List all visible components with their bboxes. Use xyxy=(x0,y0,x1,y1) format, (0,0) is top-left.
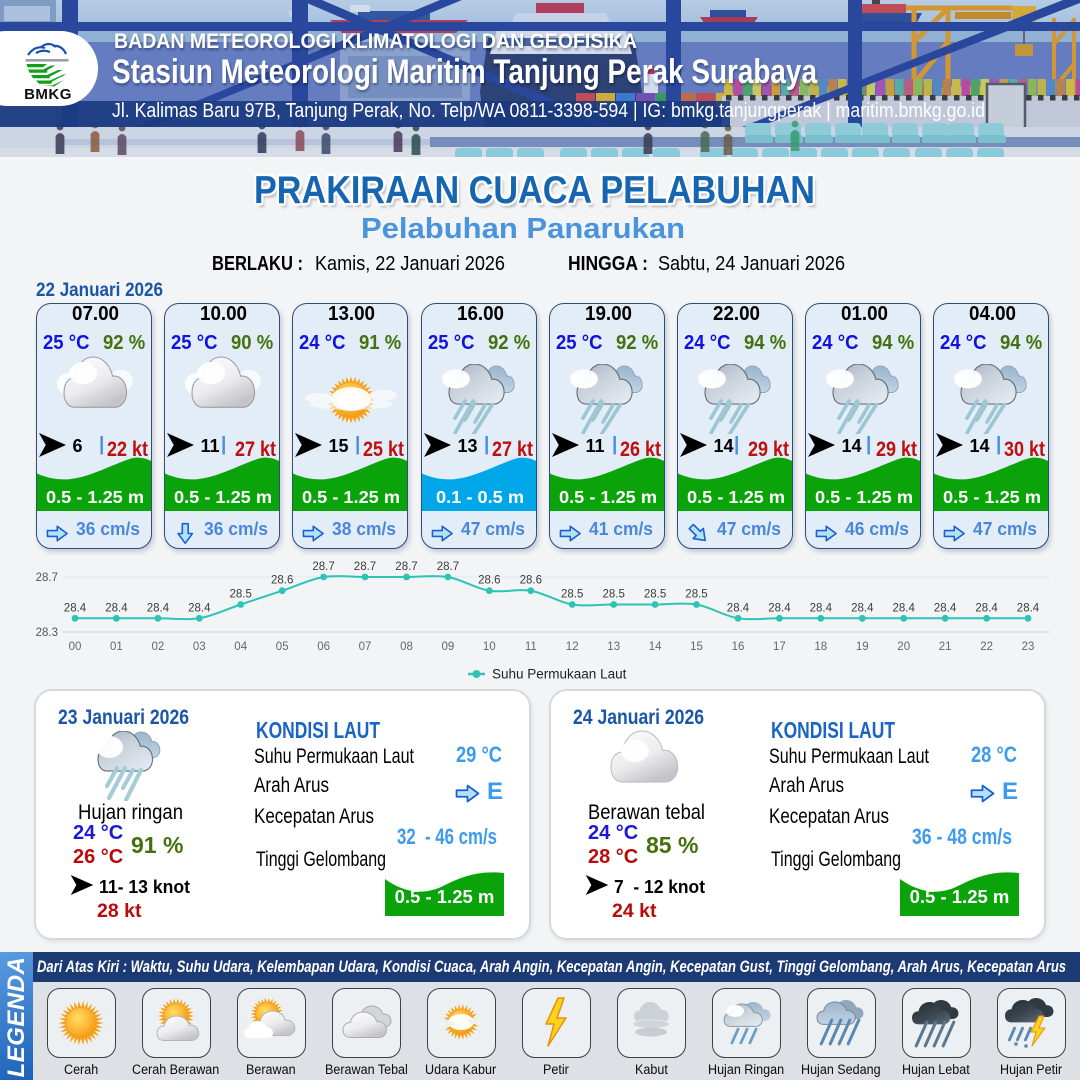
svg-text:28.5: 28.5 xyxy=(685,589,707,601)
svg-text:13: 13 xyxy=(607,641,620,653)
svg-text:28.3: 28.3 xyxy=(36,627,58,639)
svg-text:07: 07 xyxy=(359,641,372,653)
svg-text:02: 02 xyxy=(152,641,165,653)
svg-text:28.4: 28.4 xyxy=(975,602,998,614)
svg-text:17: 17 xyxy=(773,641,786,653)
svg-text:21: 21 xyxy=(939,641,952,653)
svg-text:22: 22 xyxy=(980,641,993,653)
svg-text:18: 18 xyxy=(814,641,827,653)
svg-text:28.5: 28.5 xyxy=(561,589,583,601)
svg-text:28.4: 28.4 xyxy=(893,602,916,614)
svg-text:28.4: 28.4 xyxy=(768,602,791,614)
svg-text:10: 10 xyxy=(483,641,496,653)
svg-text:00: 00 xyxy=(69,641,82,653)
svg-text:03: 03 xyxy=(193,641,206,653)
svg-text:23: 23 xyxy=(1022,641,1035,653)
svg-text:28.4: 28.4 xyxy=(851,602,874,614)
svg-text:04: 04 xyxy=(234,641,247,653)
svg-text:20: 20 xyxy=(897,641,910,653)
svg-text:28.7: 28.7 xyxy=(437,561,459,573)
svg-text:28.4: 28.4 xyxy=(147,602,170,614)
svg-text:28.7: 28.7 xyxy=(36,572,58,584)
svg-text:28.4: 28.4 xyxy=(105,602,128,614)
svg-text:28.6: 28.6 xyxy=(271,575,293,587)
svg-text:28.4: 28.4 xyxy=(934,602,957,614)
svg-text:Suhu Permukaan Laut: Suhu Permukaan Laut xyxy=(492,667,627,682)
svg-text:28.5: 28.5 xyxy=(644,589,666,601)
svg-text:28.6: 28.6 xyxy=(520,575,542,587)
svg-text:28.7: 28.7 xyxy=(395,561,417,573)
svg-text:28.6: 28.6 xyxy=(478,575,500,587)
svg-text:28.4: 28.4 xyxy=(188,602,211,614)
svg-text:15: 15 xyxy=(690,641,703,653)
svg-text:09: 09 xyxy=(442,641,455,653)
svg-text:01: 01 xyxy=(110,641,123,653)
svg-text:28.5: 28.5 xyxy=(603,589,625,601)
svg-text:14: 14 xyxy=(649,641,662,653)
svg-text:28.4: 28.4 xyxy=(810,602,833,614)
svg-text:28.4: 28.4 xyxy=(1017,602,1040,614)
svg-text:28.7: 28.7 xyxy=(312,561,334,573)
svg-text:28.4: 28.4 xyxy=(727,602,750,614)
svg-text:12: 12 xyxy=(566,641,579,653)
svg-text:28.7: 28.7 xyxy=(354,561,376,573)
svg-text:16: 16 xyxy=(732,641,745,653)
svg-text:28.5: 28.5 xyxy=(230,589,252,601)
svg-text:06: 06 xyxy=(317,641,330,653)
svg-text:08: 08 xyxy=(400,641,413,653)
svg-text:11: 11 xyxy=(525,641,537,653)
svg-text:19: 19 xyxy=(856,641,869,653)
svg-text:05: 05 xyxy=(276,641,289,653)
svg-text:28.4: 28.4 xyxy=(64,602,87,614)
